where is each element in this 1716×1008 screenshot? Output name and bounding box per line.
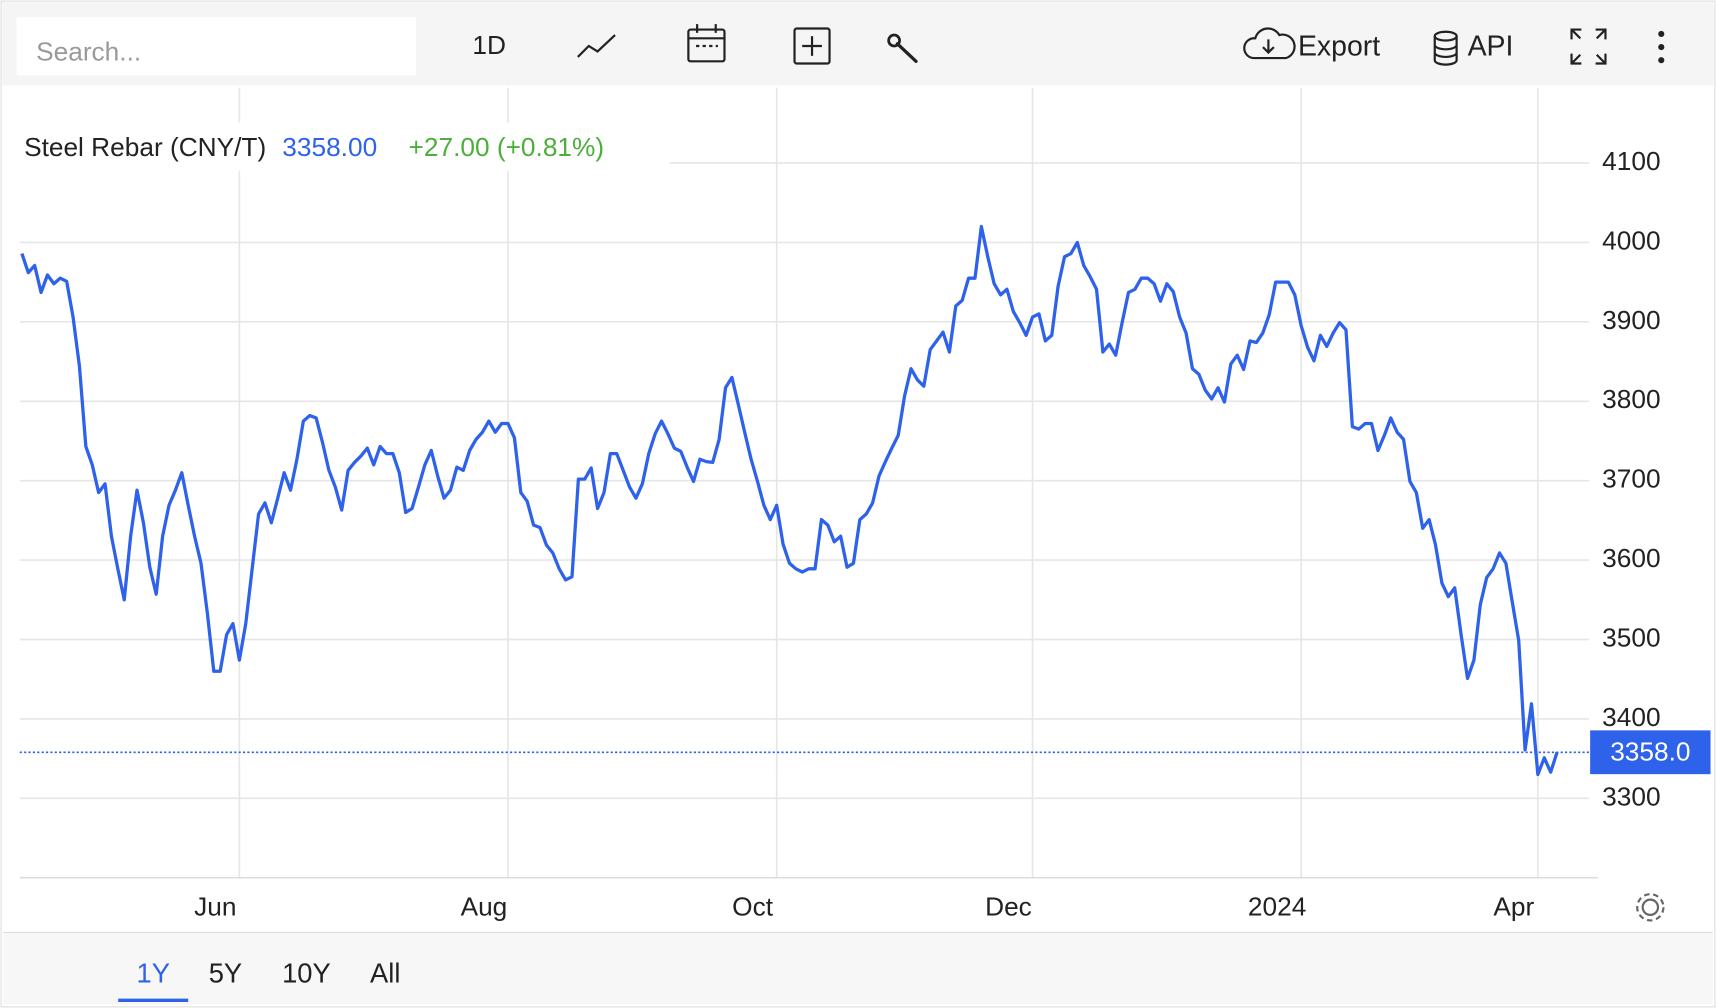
x-tick-label: 2024	[1248, 891, 1306, 921]
fullscreen-icon[interactable]	[1570, 28, 1607, 65]
range-buttons: 1Y 5Y 10Y All	[118, 957, 400, 1002]
y-tick-label: 3600	[1602, 543, 1660, 573]
plot-area: 3300 3400 3500 3600 3700 3800 3900 4000 4100 Jun A…	[19, 87, 1711, 921]
range-button[interactable]: All	[370, 957, 400, 988]
x-tick-label: Aug	[461, 891, 508, 921]
x-tick-label: Oct	[732, 891, 774, 921]
range-button[interactable]: 5Y	[209, 957, 242, 988]
api-icon[interactable]	[1433, 30, 1458, 66]
y-tick-label: 3700	[1602, 464, 1660, 494]
instrument-change: +27.00 (+0.81%)	[409, 132, 605, 162]
range-button[interactable]: 1Y	[136, 957, 169, 988]
export-button[interactable]: Export	[1298, 31, 1380, 63]
chart-type-icon[interactable]	[577, 34, 616, 58]
calendar-icon[interactable]	[687, 24, 726, 63]
api-button[interactable]: API	[1468, 31, 1514, 63]
x-tick-label: Apr	[1493, 891, 1534, 921]
y-tick-label: 3300	[1602, 781, 1660, 811]
y-tick-label: 4100	[1602, 146, 1660, 176]
export-icon[interactable]	[1243, 27, 1296, 60]
range-button[interactable]: 10Y	[282, 957, 331, 988]
y-tick-label: 3500	[1602, 622, 1660, 652]
x-tick-label: Dec	[985, 891, 1032, 921]
last-price-tag	[1590, 730, 1711, 775]
legend-box	[19, 122, 670, 171]
axis-settings-icon[interactable]	[1636, 893, 1665, 922]
instrument-price: 3358.00	[282, 132, 377, 162]
add-icon[interactable]	[793, 27, 831, 65]
y-tick-label: 3900	[1602, 305, 1660, 335]
last-price-label: 3358.0	[1610, 736, 1690, 766]
settings-wrench-icon[interactable]	[887, 33, 918, 63]
instrument-name: Steel Rebar (CNY/T)	[24, 132, 266, 162]
search-box[interactable]	[16, 17, 416, 76]
export-arrow	[1262, 39, 1275, 55]
y-tick-label: 3400	[1602, 702, 1660, 732]
search-placeholder: Search...	[36, 37, 141, 67]
x-tick-label: Jun	[194, 891, 236, 921]
y-tick-label: 4000	[1602, 225, 1660, 255]
y-tick-label: 3800	[1602, 384, 1660, 414]
range-bar	[3, 932, 1713, 1005]
more-menu-icon[interactable]	[1658, 30, 1665, 64]
interval-button[interactable]: 1D	[472, 30, 506, 60]
price-line	[20, 224, 1559, 777]
instrument-header: Steel Rebar (CNY/T) 3358.00 +27.00 (+0.8…	[24, 132, 604, 162]
